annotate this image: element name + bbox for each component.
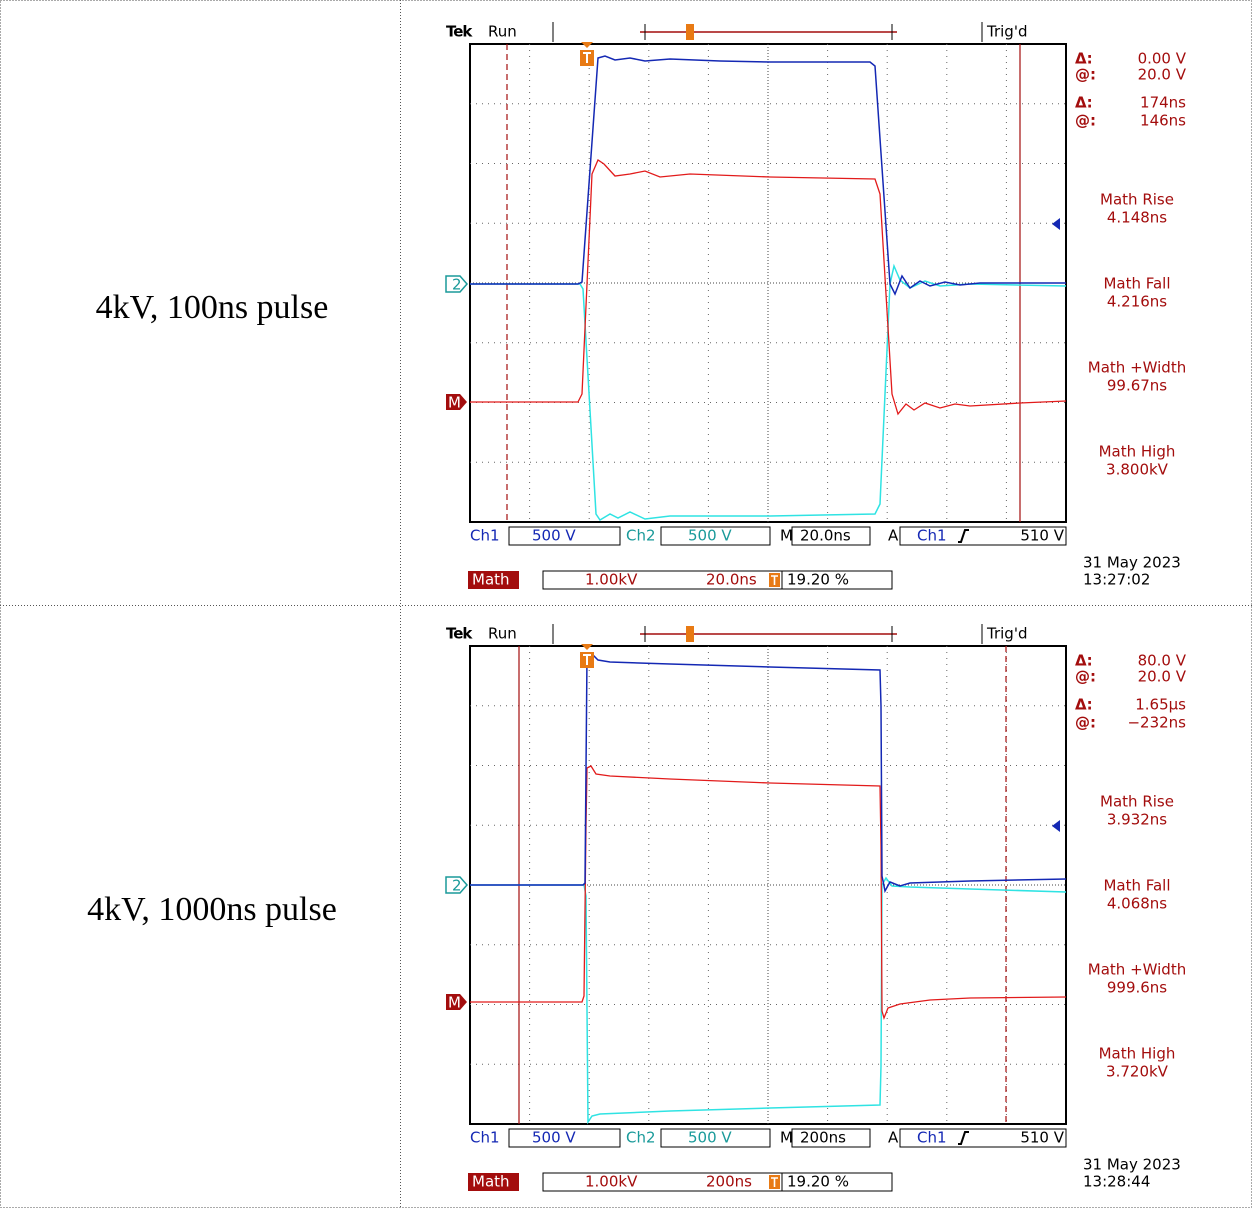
- trigger-pos-marker: [686, 626, 694, 642]
- math-ground-label: M: [448, 394, 461, 412]
- ch1-label: Ch1: [470, 527, 500, 545]
- status: Run: [488, 23, 517, 41]
- measurement-name: Math Rise: [1100, 191, 1174, 209]
- cursor-value: 146ns: [1140, 112, 1186, 130]
- math-scale: 1.00kV: [585, 571, 638, 589]
- math-timebase: 200ns: [706, 1173, 752, 1191]
- math-label: Math: [472, 1173, 510, 1191]
- page: 4kV, 100ns pulseTekRunTrig'd2MΔ:0.00 V@:…: [0, 0, 1256, 1209]
- cursor-value: −232ns: [1127, 714, 1186, 732]
- measurement-name: Math +Width: [1088, 961, 1186, 979]
- trigger-pos-marker: [686, 24, 694, 40]
- slope-icon: [958, 1132, 969, 1144]
- cursor-symbol: @:: [1075, 112, 1096, 130]
- measurement-name: Math High: [1099, 1045, 1176, 1063]
- date: 31 May 2023: [1083, 1156, 1181, 1174]
- ch2-scale: 500 V: [688, 1129, 732, 1147]
- ch2-ground-label: 2: [452, 276, 462, 294]
- cursor-value: 20.0 V: [1138, 668, 1187, 686]
- status: Run: [488, 625, 517, 643]
- cursor-value: 174ns: [1140, 94, 1186, 112]
- measurement-name: Math High: [1099, 443, 1176, 461]
- ch2-ground-label: 2: [452, 877, 462, 895]
- trigger-level: 510 V: [1020, 527, 1064, 545]
- cursor-symbol: @:: [1075, 66, 1096, 84]
- trigger-state: Trig'd: [986, 625, 1027, 643]
- measurement-value: 3.932ns: [1107, 811, 1167, 829]
- ch2-label: Ch2: [626, 527, 656, 545]
- row-label: 4kV, 100ns pulse: [96, 289, 329, 326]
- ch1-label: Ch1: [470, 1129, 500, 1147]
- ch2-label: Ch2: [626, 1129, 656, 1147]
- measurement-value: 999.6ns: [1107, 979, 1167, 997]
- cursor-symbol: @:: [1075, 714, 1096, 732]
- timebase-label: M: [780, 1129, 793, 1147]
- measurement-value: 4.148ns: [1107, 209, 1167, 227]
- measurement-value: 4.216ns: [1107, 293, 1167, 311]
- measurement-name: Math Rise: [1100, 793, 1174, 811]
- ch1-scale: 500 V: [532, 527, 576, 545]
- math-label: Math: [472, 571, 510, 589]
- timebase: 200ns: [800, 1129, 846, 1147]
- trigger-level: 510 V: [1020, 1129, 1064, 1147]
- measurement-name: Math Fall: [1103, 877, 1170, 895]
- trigger-source: Ch1: [917, 527, 947, 545]
- slope-icon: [958, 530, 969, 542]
- measurement-name: Math Fall: [1103, 275, 1170, 293]
- timebase-label: M: [780, 527, 793, 545]
- measurement-value: 99.67ns: [1107, 377, 1167, 395]
- measurement-value: 3.720kV: [1106, 1063, 1169, 1081]
- ch1-scale: 500 V: [532, 1129, 576, 1147]
- time: 13:27:02: [1083, 571, 1150, 589]
- cursor-symbol: Δ:: [1075, 696, 1093, 714]
- cursor-symbol: @:: [1075, 668, 1096, 686]
- row-label: 4kV, 1000ns pulse: [87, 891, 337, 928]
- ch2-scale: 500 V: [688, 527, 732, 545]
- math-timebase: 20.0ns: [706, 571, 757, 589]
- date: 31 May 2023: [1083, 554, 1181, 572]
- cursor-value: 20.0 V: [1138, 66, 1187, 84]
- cursor-value: 1.65µs: [1135, 696, 1186, 714]
- measurement-name: Math +Width: [1088, 359, 1186, 377]
- math-ground-label: M: [448, 994, 461, 1012]
- measurement-value: 4.068ns: [1107, 895, 1167, 913]
- trigger-label: A: [888, 1129, 899, 1147]
- trigger-position: 19.20 %: [787, 1173, 849, 1191]
- brand: Tek: [446, 23, 473, 41]
- timebase: 20.0ns: [800, 527, 851, 545]
- trigger-position: 19.20 %: [787, 571, 849, 589]
- time: 13:28:44: [1083, 1173, 1150, 1191]
- trigger-state: Trig'd: [986, 23, 1027, 41]
- trigger-source: Ch1: [917, 1129, 947, 1147]
- cursor-symbol: Δ:: [1075, 94, 1093, 112]
- measurement-value: 3.800kV: [1106, 461, 1169, 479]
- trigger-label: A: [888, 527, 899, 545]
- document: 4kV, 100ns pulseTekRunTrig'd2MΔ:0.00 V@:…: [0, 0, 1256, 1209]
- math-scale: 1.00kV: [585, 1173, 638, 1191]
- brand: Tek: [446, 625, 473, 643]
